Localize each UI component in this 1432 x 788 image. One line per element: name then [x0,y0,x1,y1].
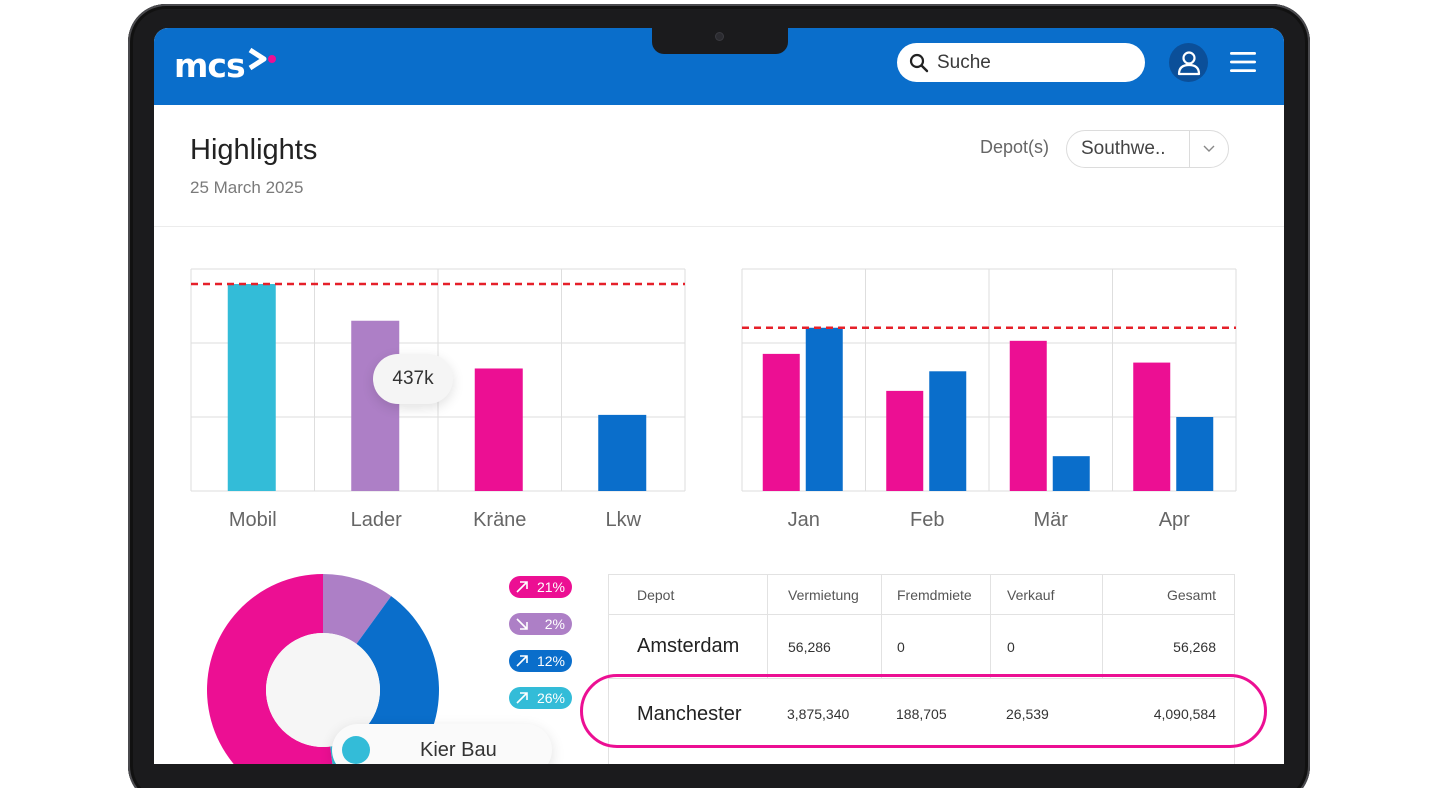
column-header-depot[interactable]: Depot [637,586,675,603]
x-tick-label: Mär [1034,509,1069,531]
bar [351,320,400,491]
x-tick-label: Feb [910,509,944,531]
change-badge: 26% [509,687,572,709]
hamburger-menu-icon[interactable] [1230,51,1256,73]
app-screen: mcs Highlights 25 March 2025 [154,28,1284,764]
bar [474,368,523,491]
logo-arrow-icon [248,47,276,71]
mcs-logo[interactable]: mcs [174,46,280,82]
change-badge-value: 26% [536,690,565,706]
change-badge-value: 21% [536,579,565,595]
x-tick-label: Mobil [229,509,277,531]
donut-chart [207,574,439,764]
header-divider [154,226,1284,227]
change-badge-value: 12% [536,653,565,669]
search-input[interactable] [937,51,1127,74]
column-header-fremdmiete[interactable]: Fremdmiete [881,575,990,614]
row-highlight-ring [580,674,1267,748]
vermietung-cell: 56,286 [767,615,881,678]
bar-tooltip: 437k [373,354,453,404]
legend-label: Kier Bau [420,738,497,761]
column-header-gesamt[interactable]: Gesamt [1102,575,1234,614]
logo-text: mcs [174,46,246,85]
bar [762,353,800,491]
legend-swatch [342,736,370,764]
bar [886,390,924,491]
column-header-vermietung[interactable]: Vermietung [767,575,881,614]
donut-legend-card[interactable]: Kier Bau [332,724,552,764]
change-badge: 21% [509,576,572,598]
change-badge-value: 2% [544,616,565,632]
gesamt-cell: 4,090,584 [1153,706,1216,722]
bar [598,414,647,491]
page-title: Highlights [190,134,318,166]
depot-select-divider [1189,131,1190,167]
bar [1052,456,1090,491]
bar [805,327,843,491]
table-row-highlighted[interactable]: Manchester 3,875,340 188,705 26,539 4,09… [609,679,1234,749]
bar [1133,362,1171,491]
monthly-bar-chart: Jan Feb Mär Apr [741,268,1237,531]
chevron-down-icon[interactable] [1190,145,1228,153]
depot-table: Depot Vermietung Fremdmiete Verkauf Gesa… [608,574,1235,764]
depot-label: Depot(s) [980,137,1050,157]
arrow-down-right-icon [516,618,528,630]
bar [1176,417,1214,491]
fremdmiete-cell: 188,705 [896,706,947,722]
bar [227,284,276,491]
search-box[interactable] [897,43,1145,82]
donut-hole [266,633,380,747]
depot-select[interactable]: Southwe.. [1066,130,1229,168]
gesamt-cell: 56,268 [1102,615,1234,678]
x-tick-label: Kräne [473,509,526,531]
vermietung-cell: 3,875,340 [787,706,850,722]
depot-cell: Manchester [637,702,742,725]
fremdmiete-cell: 0 [881,615,990,678]
camera-icon [716,33,723,40]
depot-cell: Amsterdam [637,635,740,657]
arrow-up-right-icon [516,692,528,704]
table-row[interactable]: Amsterdam 56,286 0 0 56,268 [609,615,1234,679]
change-badge: 12% [509,650,572,672]
table-header-row: Depot Vermietung Fremdmiete Verkauf Gesa… [609,575,1234,615]
search-icon [909,53,929,72]
arrow-up-right-icon [516,581,528,593]
column-header-verkauf[interactable]: Verkauf [990,575,1102,614]
depot-select-value: Southwe.. [1081,138,1166,159]
account-button[interactable] [1169,43,1208,82]
arrow-up-right-icon [516,655,528,667]
page-date: 25 March 2025 [190,178,304,197]
change-badge: 2% [509,613,572,635]
donut-slice [356,596,439,764]
user-icon [1177,50,1200,75]
verkauf-cell: 26,539 [1006,706,1049,722]
bar [929,371,967,491]
verkauf-cell: 0 [990,615,1102,678]
x-tick-label: Apr [1159,509,1190,531]
bar [1009,340,1047,491]
category-bar-chart: Mobil Lader Kräne Lkw [190,268,686,531]
donut-slice [207,574,333,764]
donut-slice [323,574,392,644]
x-tick-label: Jan [788,509,820,531]
x-tick-label: Lader [351,509,402,531]
camera-notch [652,28,788,54]
x-tick-label: Lkw [605,509,641,531]
